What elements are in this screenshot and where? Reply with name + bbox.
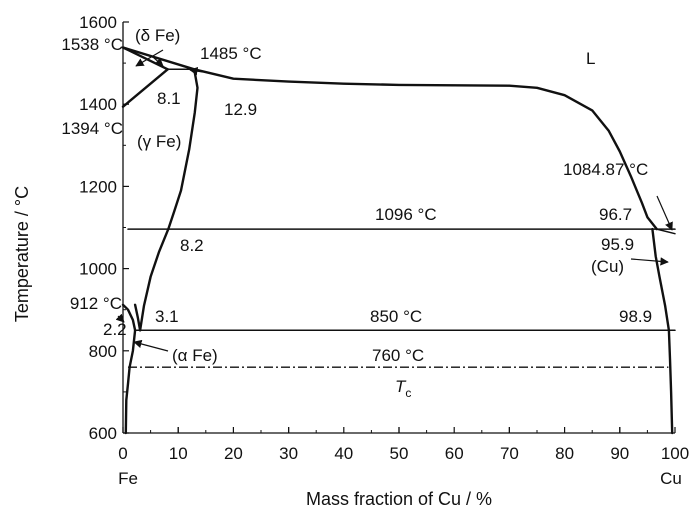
label-95-9: 95.9	[601, 235, 634, 254]
x-tick-label: 0	[118, 444, 127, 463]
y-tick-label: 1200	[79, 177, 117, 196]
y-tick-label: 1400	[79, 95, 117, 114]
label-96-7: 96.7	[599, 205, 632, 224]
phase-boundary-line	[656, 228, 676, 235]
label-2-2: 2.2	[103, 320, 127, 339]
label-alpha-fe: (α Fe)	[172, 346, 218, 365]
label-760: 760 °C	[372, 346, 424, 365]
x-tick-label: 90	[610, 444, 629, 463]
label-850: 850 °C	[370, 307, 422, 326]
label-tc-main: T	[395, 377, 407, 396]
phase-boundary-line	[133, 303, 142, 332]
label-1096: 1096 °C	[375, 205, 437, 224]
label-1538: 1538 °C	[61, 35, 123, 54]
x-end-label-fe: Fe	[118, 469, 138, 488]
y-tick-label: 1600	[79, 13, 117, 32]
phase-boundary-line	[121, 303, 137, 332]
x-tick-label: 20	[224, 444, 243, 463]
label-98-9: 98.9	[619, 307, 652, 326]
phase-boundary-line	[651, 227, 671, 332]
label-1394: 1394 °C	[61, 119, 123, 138]
label-12-9: 12.9	[224, 100, 257, 119]
y-tick-label: 800	[89, 342, 117, 361]
x-tick-label: 50	[390, 444, 409, 463]
label-8-1: 8.1	[157, 89, 181, 108]
phase-boundary-line	[167, 68, 199, 231]
y-axis-title: Temperature / °C	[12, 186, 32, 322]
plot-ticks: 0 10 20 30 40 50 60 70 80 90 100 600 800 1000 1200 1400…	[79, 13, 689, 463]
label-delta-fe: (δ Fe)	[135, 26, 180, 45]
annotation-arrow	[135, 49, 164, 67]
x-tick-label: 10	[169, 444, 188, 463]
label-tc-sub: c	[405, 386, 411, 400]
y-tick-label: 1000	[79, 260, 117, 279]
x-end-label-cu: Cu	[660, 469, 682, 488]
annotation-arrow	[133, 339, 169, 352]
label-1084-87: 1084.87 °C	[563, 160, 648, 179]
y-tick-label: 600	[89, 424, 117, 443]
x-tick-label: 30	[279, 444, 298, 463]
x-tick-label: 60	[445, 444, 464, 463]
annotation-arrow	[152, 56, 164, 67]
annotation-arrow	[656, 195, 673, 231]
annotation-arrow	[189, 66, 204, 76]
x-tick-label: 100	[661, 444, 689, 463]
phase-boundary-line	[121, 46, 658, 231]
annotation-arrow	[630, 257, 669, 266]
x-axis-title: Mass fraction of Cu / %	[306, 489, 492, 509]
label-3-1: 3.1	[155, 307, 179, 326]
x-tick-label: 80	[555, 444, 574, 463]
plot-lines	[121, 46, 676, 435]
label-cu-phase: (Cu)	[591, 257, 624, 276]
label-liquid: L	[586, 49, 595, 68]
label-912: 912 °C	[70, 294, 122, 313]
plot-arrows	[115, 49, 673, 352]
phase-boundary-line	[121, 68, 169, 108]
x-tick-label: 70	[500, 444, 519, 463]
x-tick-label: 40	[334, 444, 353, 463]
label-1485: 1485 °C	[200, 44, 262, 63]
label-8-2: 8.2	[180, 236, 204, 255]
label-gamma-fe: (γ Fe)	[137, 132, 181, 151]
label-tc: Tc	[395, 377, 411, 400]
phase-boundary-line	[667, 329, 674, 435]
annotation-arrow	[115, 313, 125, 323]
phase-boundary-line	[138, 227, 170, 332]
